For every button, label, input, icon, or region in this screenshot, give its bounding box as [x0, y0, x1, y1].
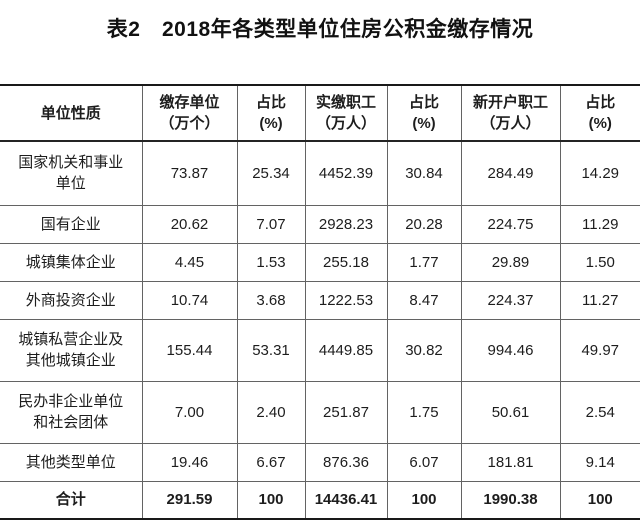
value-cell: 2928.23	[304, 204, 388, 244]
value-cell: 11.29	[559, 204, 640, 244]
value-cell: 14.29	[559, 140, 640, 206]
value-cell: 255.18	[304, 242, 388, 282]
value-cell: 73.87	[141, 140, 238, 206]
header-row: 单位性质 缴存单位 （万个） 占比 (%) 实缴职工 （万人） 占比 (%) 新…	[0, 84, 640, 142]
provident-fund-deposit-table: 单位性质 缴存单位 （万个） 占比 (%) 实缴职工 （万人） 占比 (%) 新…	[0, 84, 640, 520]
value-cell: 53.31	[236, 318, 306, 382]
value-cell: 20.62	[141, 204, 238, 244]
header-cell-new-account-employees: 新开户职工 （万人）	[460, 84, 561, 142]
value-cell: 1.50	[559, 242, 640, 282]
table-row-foreign-invested-enterprises: 外商投资企业 10.74 3.68 1222.53 8.47 224.37 11…	[0, 280, 640, 320]
table-row-other-unit-types: 其他类型单位 19.46 6.67 876.36 6.07 181.81 9.1…	[0, 442, 640, 482]
value-cell: 4452.39	[304, 140, 388, 206]
value-cell: 8.47	[386, 280, 462, 320]
value-cell: 224.37	[460, 280, 561, 320]
header-cell-share-2: 占比 (%)	[386, 84, 462, 142]
header-cell-unit-type: 单位性质	[0, 84, 143, 142]
row-label: 城镇集体企业	[0, 242, 143, 282]
value-cell: 876.36	[304, 442, 388, 482]
header-unit: （万个）	[159, 115, 220, 132]
row-label: 其他类型单位	[0, 442, 143, 482]
row-label-line: 合计	[55, 491, 86, 509]
value-cell: 181.81	[460, 442, 561, 482]
value-cell: 50.61	[460, 380, 561, 444]
header-label: 占比	[585, 94, 616, 111]
value-cell: 10.74	[141, 280, 238, 320]
table-row-private-non-enterprise-units: 民办非企业单位 和社会团体 7.00 2.40 251.87 1.75 50.6…	[0, 380, 640, 444]
value-cell: 994.46	[460, 318, 561, 382]
row-label: 国家机关和事业 单位	[0, 140, 143, 206]
table-row-urban-collective-enterprises: 城镇集体企业 4.45 1.53 255.18 1.77 29.89 1.50	[0, 242, 640, 282]
value-cell: 155.44	[141, 318, 238, 382]
value-cell: 1990.38	[460, 480, 561, 520]
value-cell: 251.87	[304, 380, 388, 444]
value-cell: 29.89	[460, 242, 561, 282]
header-label: 占比	[255, 94, 286, 111]
value-cell: 6.67	[236, 442, 306, 482]
row-label: 城镇私营企业及 其他城镇企业	[0, 318, 143, 382]
value-cell: 25.34	[236, 140, 306, 206]
table-row-urban-private-enterprises: 城镇私营企业及 其他城镇企业 155.44 53.31 4449.85 30.8…	[0, 318, 640, 382]
row-label: 国有企业	[0, 204, 143, 244]
header-label: 单位性质	[40, 104, 101, 122]
value-cell: 19.46	[141, 442, 238, 482]
value-cell: 30.82	[386, 318, 462, 382]
value-cell: 14436.41	[304, 480, 388, 520]
row-label-line: 单位	[55, 175, 86, 193]
header-unit: (%)	[588, 115, 612, 132]
row-label: 民办非企业单位 和社会团体	[0, 380, 143, 444]
value-cell: 30.84	[386, 140, 462, 206]
value-cell: 1.53	[236, 242, 306, 282]
row-label-line: 城镇私营企业及	[18, 331, 124, 348]
value-cell: 7.07	[236, 204, 306, 244]
value-cell: 2.40	[236, 380, 306, 444]
row-label-line: 其他城镇企业	[25, 352, 116, 369]
header-label: 新开户职工	[472, 94, 548, 111]
header-cell-deposit-units: 缴存单位 （万个）	[141, 84, 238, 142]
value-cell: 3.68	[236, 280, 306, 320]
value-cell: 2.54	[559, 380, 640, 444]
row-label-line: 外商投资企业	[25, 291, 116, 309]
value-cell: 7.00	[141, 380, 238, 444]
header-label: 占比	[408, 94, 439, 111]
row-label: 外商投资企业	[0, 280, 143, 320]
header-cell-share-3: 占比 (%)	[559, 84, 640, 142]
value-cell: 100	[559, 480, 640, 520]
header-label: 缴存单位	[159, 94, 220, 111]
header-cell-paying-employees: 实缴职工 （万人）	[304, 84, 388, 142]
value-cell: 1.77	[386, 242, 462, 282]
table-row-total: 合计 291.59 100 14436.41 100 1990.38 100	[0, 480, 640, 520]
row-label-line: 国家机关和事业	[18, 154, 124, 172]
row-label-total: 合计	[0, 480, 143, 520]
header-label: 实缴职工	[315, 94, 376, 111]
value-cell: 49.97	[559, 318, 640, 382]
header-unit: (%)	[412, 115, 436, 132]
value-cell: 4.45	[141, 242, 238, 282]
row-label-line: 其他类型单位	[25, 453, 116, 471]
row-label-line: 民办非企业单位	[18, 393, 124, 410]
value-cell: 11.27	[559, 280, 640, 320]
header-unit: （万人）	[480, 115, 541, 132]
value-cell: 1222.53	[304, 280, 388, 320]
value-cell: 9.14	[559, 442, 640, 482]
value-cell: 20.28	[386, 204, 462, 244]
value-cell: 291.59	[141, 480, 238, 520]
value-cell: 6.07	[386, 442, 462, 482]
header-unit: (%)	[259, 115, 283, 132]
row-label-line: 和社会团体	[33, 414, 109, 431]
value-cell: 224.75	[460, 204, 561, 244]
header-cell-share-1: 占比 (%)	[236, 84, 306, 142]
value-cell: 284.49	[460, 140, 561, 206]
table-row-state-owned-enterprises: 国有企业 20.62 7.07 2928.23 20.28 224.75 11.…	[0, 204, 640, 244]
table-row-state-organs: 国家机关和事业 单位 73.87 25.34 4452.39 30.84 284…	[0, 140, 640, 206]
value-cell: 100	[236, 480, 306, 520]
row-label-line: 城镇集体企业	[25, 253, 116, 271]
value-cell: 1.75	[386, 380, 462, 444]
value-cell: 100	[386, 480, 462, 520]
table-title: 表2 2018年各类型单位住房公积金缴存情况	[106, 18, 534, 41]
value-cell: 4449.85	[304, 318, 388, 382]
row-label-line: 国有企业	[40, 215, 101, 233]
header-unit: （万人）	[315, 115, 376, 132]
